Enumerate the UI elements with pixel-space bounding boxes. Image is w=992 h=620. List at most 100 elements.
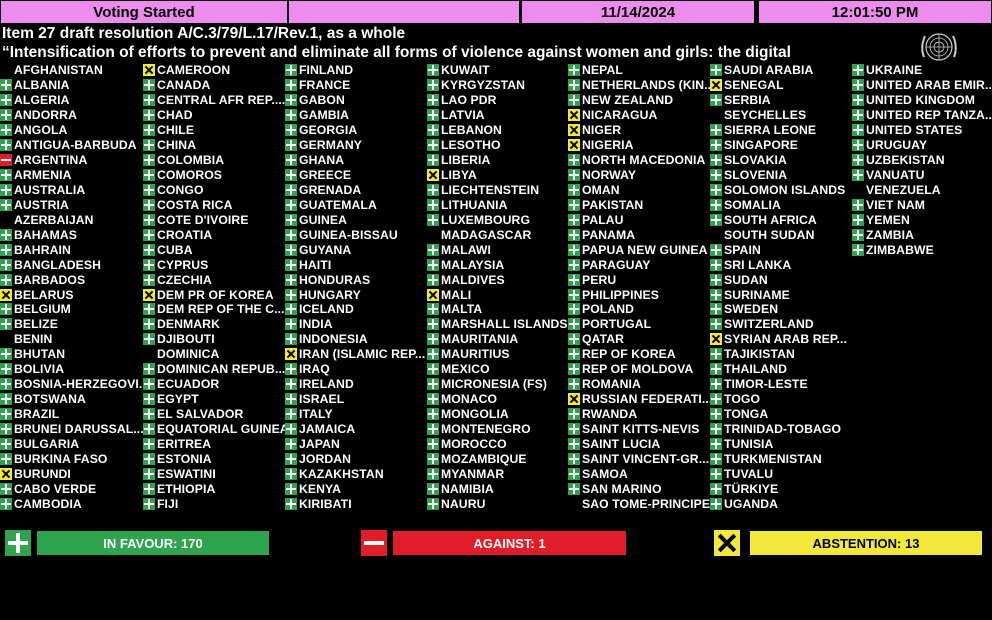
plus-icon <box>285 228 297 241</box>
plus-icon <box>143 124 155 137</box>
country-name: SOUTH SUDAN <box>724 227 815 242</box>
country-row: SPAIN <box>710 242 847 257</box>
country-name: COMOROS <box>157 168 223 183</box>
x-icon <box>143 288 155 301</box>
country-name: PORTUGAL <box>582 317 652 332</box>
x-icon <box>710 333 722 346</box>
plus-icon <box>285 303 297 316</box>
plus-icon <box>427 482 439 495</box>
plus-icon <box>427 393 439 406</box>
country-name: MONTENEGRO <box>441 421 531 436</box>
plus-icon <box>427 467 439 480</box>
country-name: SURINAME <box>724 287 790 302</box>
country-row: REP OF KOREA <box>568 347 715 362</box>
country-name: PAPUA NEW GUINEA <box>582 242 708 257</box>
country-row: SAO TOME-PRINCIPE <box>568 496 715 511</box>
country-name: ECUADOR <box>157 377 220 392</box>
country-row: MONTENEGRO <box>427 422 568 437</box>
plus-icon <box>852 213 864 226</box>
country-name: EL SALVADOR <box>157 407 244 422</box>
vote-time: 12:01:50 PM <box>758 0 992 24</box>
country-name: TOGO <box>724 392 761 407</box>
country-row: UNITED REP TANZA... <box>852 108 992 123</box>
country-name: SENEGAL <box>724 78 784 93</box>
country-name: DJIBOUTI <box>157 332 215 347</box>
country-row: ANGOLA <box>0 123 149 138</box>
country-name: DENMARK <box>157 317 220 332</box>
country-row: BOLIVIA <box>0 362 149 377</box>
country-name: ESTONIA <box>157 451 212 466</box>
plus-icon <box>143 139 155 152</box>
country-row: SUDAN <box>710 272 847 287</box>
plus-icon <box>143 94 155 107</box>
country-name: COLOMBIA <box>157 153 225 168</box>
country-name: UNITED STATES <box>866 123 963 138</box>
country-name: UNITED KINGDOM <box>866 93 976 108</box>
country-row: HUNGARY <box>285 287 425 302</box>
country-row: CHILE <box>143 123 289 138</box>
country-row: EGYPT <box>143 392 289 407</box>
country-row: DENMARK <box>143 317 289 332</box>
country-name: BELGIUM <box>14 302 71 317</box>
plus-icon <box>427 94 439 107</box>
country-row: MALAYSIA <box>427 257 568 272</box>
country-name: RUSSIAN FEDERATI... <box>582 392 713 407</box>
country-name: JORDAN <box>299 451 352 466</box>
plus-icon <box>427 408 439 421</box>
country-name: REP OF KOREA <box>582 347 676 362</box>
country-row: ANDORRA <box>0 108 149 123</box>
country-name: VIET NAM <box>866 197 926 212</box>
country-name: BELIZE <box>14 317 58 332</box>
country-row: BRAZIL <box>0 407 149 422</box>
plus-icon <box>0 348 12 361</box>
plus-icon <box>0 228 12 241</box>
country-row: VIET NAM <box>852 197 992 212</box>
country-row: BOTSWANA <box>0 392 149 407</box>
country-name: SLOVENIA <box>724 168 788 183</box>
country-name: MAURITIUS <box>441 347 510 362</box>
country-column: AFGHANISTAN ALBANIA ALGERIA ANDORRA ANGOLA AN… <box>0 63 149 511</box>
plus-icon <box>852 154 864 167</box>
plus-icon <box>143 378 155 391</box>
country-row: SEYCHELLES <box>710 108 847 123</box>
country-row: ECUADOR <box>143 377 289 392</box>
country-row: RWANDA <box>568 407 715 422</box>
country-row: GERMANY <box>285 138 425 153</box>
country-row: MONACO <box>427 392 568 407</box>
in-favour-icon <box>5 530 31 556</box>
country-name: SWEDEN <box>724 302 779 317</box>
plus-icon <box>568 318 580 331</box>
status-bar: Voting Started 11/14/2024 12:01:50 PM <box>0 0 992 26</box>
country-name: MOZAMBIQUE <box>441 451 527 466</box>
country-column: KUWAIT KYRGYZSTAN LAO PDR LATVIA LEBANON LESO… <box>427 63 568 511</box>
country-name: LATVIA <box>441 108 485 123</box>
country-name: SAINT VINCENT-GR... <box>582 451 710 466</box>
country-row: BOSNIA-HERZEGOVI... <box>0 377 149 392</box>
country-row: ZIMBABWE <box>852 242 992 257</box>
country-row: AFGHANISTAN <box>0 63 149 78</box>
country-row: UNITED ARAB EMIR... <box>852 78 992 93</box>
x-icon <box>0 288 12 301</box>
country-name: NIGER <box>582 123 622 138</box>
country-row: BHUTAN <box>0 347 149 362</box>
country-row: GUATEMALA <box>285 197 425 212</box>
plus-icon <box>427 213 439 226</box>
country-row: GUINEA <box>285 212 425 227</box>
country-row: DEM REP OF THE C... <box>143 302 289 317</box>
country-row: BAHRAIN <box>0 242 149 257</box>
plus-icon <box>568 422 580 435</box>
country-row: JAPAN <box>285 436 425 451</box>
against-icon <box>361 530 387 556</box>
country-row: DOMINICA <box>143 347 289 362</box>
country-name: GERMANY <box>299 138 362 153</box>
country-name: UKRAINE <box>866 63 923 78</box>
plus-icon <box>568 363 580 376</box>
plus-icon <box>427 348 439 361</box>
country-row: BURUNDI <box>0 466 149 481</box>
country-row: KYRGYZSTAN <box>427 78 568 93</box>
country-row: NORWAY <box>568 168 715 183</box>
country-name: GREECE <box>299 168 352 183</box>
country-row: URUGUAY <box>852 138 992 153</box>
plus-icon <box>0 273 12 286</box>
country-row: UNITED KINGDOM <box>852 93 992 108</box>
